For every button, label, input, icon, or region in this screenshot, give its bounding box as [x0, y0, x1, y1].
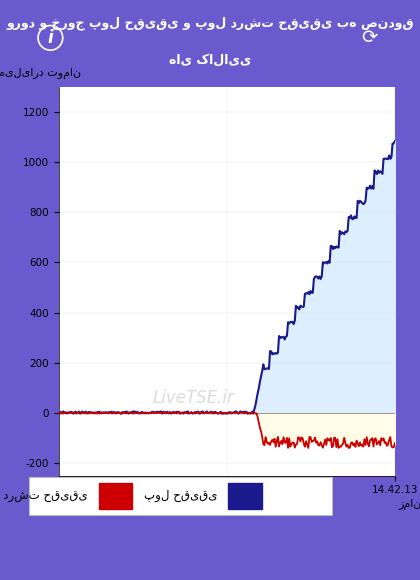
Bar	[99, 483, 132, 509]
Text: LiveTSE.ir: LiveTSE.ir	[152, 389, 234, 407]
Text: زمان: زمان	[398, 499, 420, 510]
Text: پول درشت حقیقی: پول درشت حقیقی	[0, 489, 88, 502]
Bar	[228, 483, 262, 509]
Text: ورود و خروج پول حقیقی و پول درشت حقیقی به صندوق: ورود و خروج پول حقیقی و پول درشت حقیقی ب…	[6, 17, 414, 30]
Text: میلیارد تومان: میلیارد تومان	[0, 68, 81, 79]
FancyBboxPatch shape	[29, 477, 332, 515]
Text: ⟳: ⟳	[362, 28, 378, 48]
Text: پول حقیقی: پول حقیقی	[144, 489, 218, 502]
Text: i: i	[47, 29, 53, 47]
Text: های کالایی: های کالایی	[169, 54, 251, 67]
